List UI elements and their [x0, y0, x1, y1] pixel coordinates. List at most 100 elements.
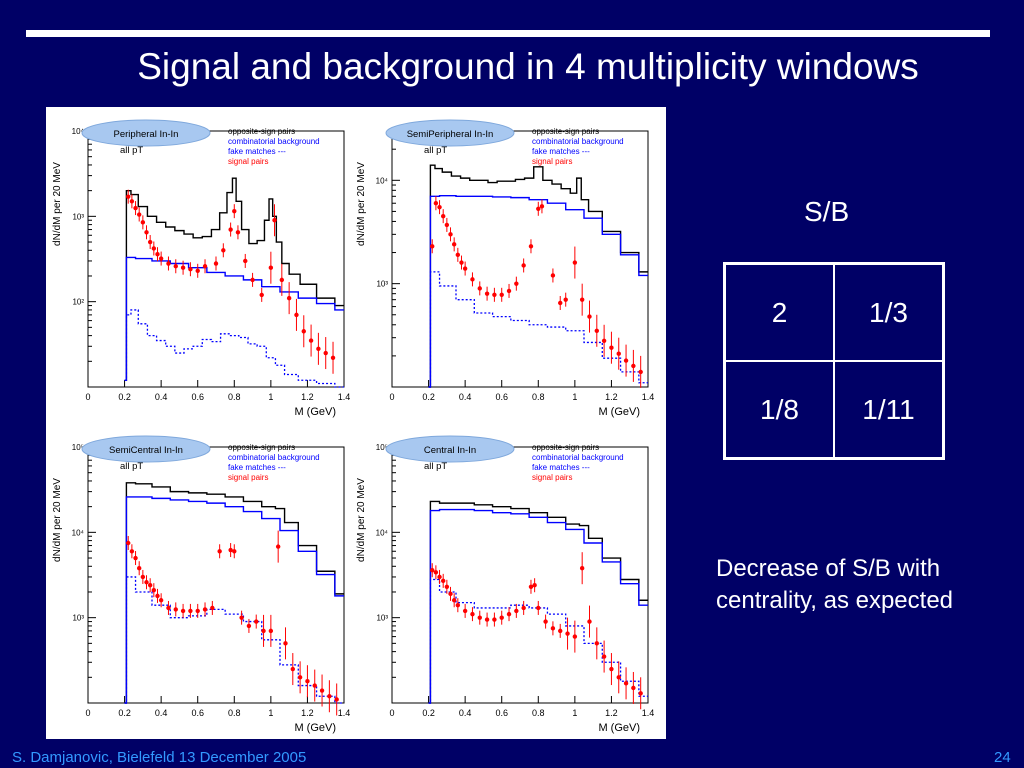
signal-point	[250, 277, 255, 283]
plot-semiperipheral: 0 0.2 0.4 0.6 0.8 1 1.2 1.4 10³ 10⁴ M (GeV) dN/dM p…	[352, 109, 654, 421]
signal-point	[243, 258, 248, 264]
signal-point	[477, 615, 482, 620]
signal-point	[158, 598, 164, 603]
signal-point	[180, 608, 186, 614]
note-text: Decrease of S/B with centrality, as expe…	[716, 555, 954, 614]
signal-point	[455, 602, 461, 608]
plot-semicentral: 0 0.2 0.4 0.6 0.8 1 1.2 1.4 10³ 10⁴ 10⁵ M (GeV) dN/d…	[48, 425, 351, 737]
signal-point	[631, 363, 636, 369]
signal-point	[506, 611, 512, 617]
signal-point	[492, 617, 497, 622]
signal-point	[254, 619, 259, 624]
signal-point	[601, 338, 607, 343]
sb-cell: 2	[723, 262, 835, 362]
plot-title: SemiCentral In-In	[109, 445, 183, 456]
plot-title: SemiPeripheral In-In	[407, 129, 494, 140]
plot-title: Peripheral In-In	[114, 129, 179, 140]
x-tick-label: 0.6	[495, 392, 508, 402]
signal-point	[514, 281, 519, 286]
signal-point	[283, 641, 288, 646]
signal-point	[239, 615, 244, 620]
signal-point	[261, 628, 266, 634]
x-tick-label: 1.4	[338, 392, 351, 402]
footer-author: S. Damjanovic, Bielefeld 13 December 200…	[12, 749, 307, 766]
signal-point	[558, 300, 563, 306]
plot-subtitle: all pT	[424, 145, 447, 156]
signal-point	[301, 329, 306, 334]
signal-point	[330, 355, 336, 360]
x-tick-label: 1.2	[301, 392, 314, 402]
signal-point	[151, 246, 157, 251]
signal-point	[133, 205, 138, 211]
signal-point	[521, 605, 526, 611]
signal-point	[451, 598, 457, 603]
signal-point	[441, 213, 446, 219]
signal-point	[294, 312, 299, 318]
signal-point	[470, 611, 475, 617]
x-tick-label: 1.4	[338, 708, 351, 718]
series-line-1	[124, 496, 344, 704]
x-tick-label: 1	[572, 708, 577, 718]
signal-point	[228, 547, 233, 553]
signal-point	[155, 251, 160, 257]
signal-point	[616, 351, 621, 356]
x-tick-label: 1	[268, 708, 273, 718]
legend-entry: combinatorial background	[228, 453, 320, 462]
legend-entry: combinatorial background	[532, 137, 624, 146]
slide-title: Signal and background in 4 multiplicity …	[137, 46, 919, 87]
signal-point	[308, 338, 314, 343]
series-line-1	[428, 194, 648, 388]
chart-peripheral: 0 0.2 0.4 0.6 0.8 1 1.2 1.4 10² 10³ 10⁴ M (GeV) dN/d…	[52, 119, 351, 418]
legend-entry: signal pairs	[228, 157, 268, 166]
signal-point	[506, 288, 512, 294]
legend-entry: fake matches ---	[228, 147, 286, 156]
sb-row: 2 1/3	[723, 262, 945, 362]
legend-entry: fake matches ---	[228, 463, 286, 472]
signal-point	[448, 232, 453, 237]
signal-point	[137, 565, 142, 571]
legend-entry: combinatorial background	[532, 453, 624, 462]
legend-entry: opposite-sign pairs	[228, 443, 295, 452]
y-tick-label: 10⁴	[72, 127, 85, 136]
title-badge	[81, 119, 211, 147]
series-line-0	[428, 500, 648, 704]
signal-point	[572, 260, 578, 265]
x-tick-label: 0.8	[228, 392, 241, 402]
chart-semicentral: 0 0.2 0.4 0.6 0.8 1 1.2 1.4 10³ 10⁴ 10⁵ M (GeV) dN/d…	[52, 435, 351, 734]
signal-point	[126, 540, 131, 546]
signal-point	[188, 608, 193, 614]
sb-label: S/B	[804, 196, 850, 227]
signal-point	[441, 578, 446, 584]
x-tick-label: 0.6	[191, 392, 204, 402]
x-axis-label: M (GeV)	[294, 722, 336, 734]
x-tick-label: 0.4	[459, 392, 472, 402]
signal-point	[528, 244, 534, 249]
signal-point	[140, 220, 146, 225]
signal-point	[327, 694, 332, 699]
signal-point	[444, 584, 450, 589]
plot-subtitle: all pT	[120, 145, 143, 156]
x-tick-label: 1.2	[301, 708, 314, 718]
signal-point	[539, 204, 545, 209]
plot-title: Central In-In	[424, 445, 476, 456]
y-tick-label: 10³	[72, 614, 84, 623]
x-tick-label: 0.4	[459, 708, 472, 718]
signal-point	[532, 583, 537, 588]
signal-point	[202, 607, 208, 612]
signal-point	[444, 222, 450, 228]
signal-point	[536, 605, 541, 611]
signal-point	[126, 194, 131, 199]
signal-point	[587, 619, 592, 624]
series-line-0	[124, 177, 344, 381]
signal-point	[499, 615, 504, 620]
legend-entry: opposite-sign pairs	[532, 443, 599, 452]
signal-point	[323, 350, 328, 356]
y-axis-label: dN/dM per 20 MeV	[356, 478, 367, 562]
legend-entry: signal pairs	[228, 473, 268, 482]
signal-point	[543, 619, 548, 624]
x-tick-label: 0.6	[495, 708, 508, 718]
plot-subtitle: all pT	[424, 461, 447, 472]
series-line-2	[124, 309, 344, 388]
signal-point	[217, 549, 222, 554]
chart-semiperipheral: 0 0.2 0.4 0.6 0.8 1 1.2 1.4 10³ 10⁴ M (GeV) dN/dM p…	[356, 119, 654, 418]
